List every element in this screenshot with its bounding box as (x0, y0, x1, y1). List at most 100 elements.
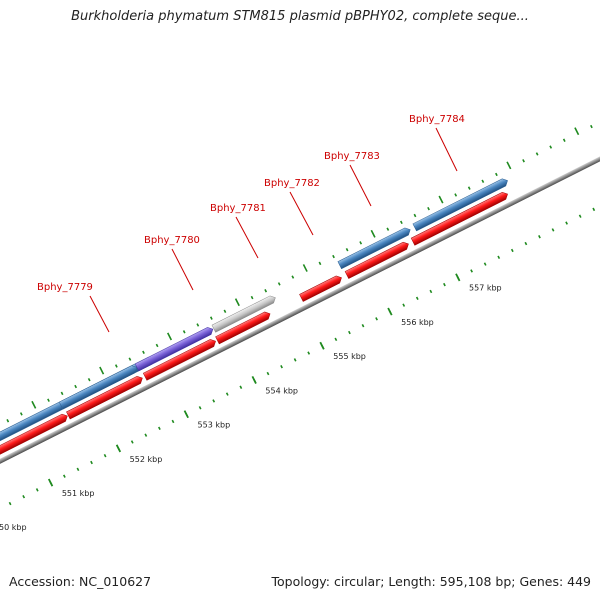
ruler-label: 552 kbp (130, 455, 163, 464)
ruler-label: 557 kbp (469, 284, 502, 293)
outer-major-tick (31, 400, 37, 409)
cds-forward-2[interactable] (58, 364, 139, 410)
outer-minor-tick (590, 124, 593, 129)
ruler-major-tick (455, 273, 461, 282)
cds-reverse-6[interactable] (344, 240, 410, 279)
ruler-minor-tick (375, 317, 378, 321)
cds-bphy-7784[interactable] (412, 177, 509, 232)
outer-minor-tick (19, 412, 23, 416)
ruler-minor-tick (130, 440, 134, 444)
cds-reverse-7[interactable] (410, 190, 509, 246)
outer-minor-tick (318, 261, 322, 266)
outer-minor-tick (196, 323, 200, 327)
gene-labels: Bphy_7779 Bphy_7780 Bphy_7781 Bphy_7782 Bphy… (37, 114, 465, 333)
outer-major-tick (167, 332, 173, 341)
ruler-minor-tick (415, 296, 419, 301)
ruler-minor-tick (293, 358, 297, 362)
ruler-minor-tick (361, 323, 365, 328)
gene-label-leader (89, 295, 110, 333)
outer-minor-tick (400, 220, 403, 225)
cds-bphy-7781[interactable] (211, 294, 277, 333)
outer-minor-tick (359, 241, 363, 245)
outer-major-tick (370, 229, 376, 238)
cds-bphy-7780[interactable] (134, 326, 215, 372)
outer-major-tick (99, 366, 105, 375)
cds-bphy-7782[interactable] (299, 274, 344, 302)
outer-minor-tick (549, 145, 553, 149)
outer-minor-tick (522, 159, 525, 163)
ruler-major-tick (183, 410, 189, 419)
cds-bphy-7783[interactable] (337, 226, 412, 270)
ruler-label: 556 kbp (401, 318, 434, 327)
outer-major-tick (438, 195, 444, 204)
outer-minor-tick (142, 350, 145, 355)
gene-label-leader (171, 248, 194, 291)
gene-label-leader (235, 216, 259, 259)
outer-minor-tick (155, 343, 159, 348)
cds-reverse-4[interactable] (215, 310, 272, 345)
gene-label[interactable]: Bphy_7779 (37, 282, 93, 293)
gene-label[interactable]: Bphy_7782 (264, 178, 320, 189)
ruler-minor-tick (144, 433, 148, 437)
outer-minor-tick (250, 295, 254, 300)
ruler-minor-tick (8, 501, 12, 506)
ruler-minor-tick (578, 214, 582, 218)
ruler-minor-tick (280, 365, 283, 369)
ruler-minor-tick (510, 248, 514, 253)
outer-minor-tick (291, 275, 295, 279)
outer-minor-tick (535, 152, 539, 156)
ruler-label: 551 kbp (62, 489, 95, 498)
gene-label[interactable]: Bphy_7783 (324, 151, 380, 162)
sequence-backbone (0, 117, 600, 500)
ruler-label: 554 kbp (265, 386, 298, 395)
ruler-minor-tick (62, 474, 66, 478)
outer-minor-tick (87, 377, 91, 382)
outer-minor-tick (60, 391, 64, 396)
ruler-minor-tick (239, 385, 243, 389)
reverse-strand-track (0, 190, 509, 459)
ruler-major-tick (387, 307, 393, 316)
outer-minor-tick (467, 186, 471, 190)
outer-minor-tick (264, 289, 268, 293)
outer-minor-tick (114, 364, 118, 368)
outer-major-tick (302, 264, 308, 272)
ruler-label: 553 kbp (198, 421, 231, 430)
genome-summary-text: Topology: circular; Length: 595,108 bp; … (271, 574, 592, 589)
scale-ruler: 550 kbp 551 kbp 552 kbp 553 kbp 554 kbp 555 k… (0, 207, 596, 532)
ruler-minor-tick (334, 337, 338, 342)
ruler-minor-tick (307, 351, 311, 355)
ruler-minor-tick (348, 330, 351, 335)
outer-tick-ring (6, 124, 593, 423)
cds-reverse-1[interactable] (0, 412, 69, 459)
outer-minor-tick (332, 254, 335, 259)
outer-minor-tick (481, 179, 485, 183)
gene-label[interactable]: Bphy_7780 (144, 235, 200, 246)
ruler-minor-tick (402, 303, 406, 307)
gene-label-leader (435, 127, 458, 172)
outer-minor-tick (562, 138, 566, 142)
ruler-major-tick (47, 478, 54, 487)
outer-minor-tick (413, 213, 417, 218)
ruler-minor-tick (90, 460, 93, 465)
outer-minor-tick (128, 357, 132, 361)
ruler-minor-tick (103, 453, 107, 458)
gene-label[interactable]: Bphy_7781 (210, 203, 266, 214)
gene-label[interactable]: Bphy_7784 (409, 114, 465, 125)
ruler-minor-tick (22, 495, 26, 499)
ruler-major-tick (251, 375, 257, 384)
outer-minor-tick (182, 330, 186, 334)
gene-label-leader (289, 191, 314, 236)
outer-minor-tick (47, 398, 50, 402)
page-title: Burkholderia phymatum STM815 plasmid pBP… (71, 9, 529, 24)
ruler-minor-tick (35, 488, 39, 492)
ruler-minor-tick (524, 241, 528, 246)
outer-major-tick (234, 298, 240, 307)
track-group: 550 kbp 551 kbp 552 kbp 553 kbp 554 kbp 555 k… (0, 117, 600, 532)
ruler-minor-tick (212, 399, 216, 403)
cds-reverse-3[interactable] (142, 338, 217, 381)
cds-reverse-2[interactable] (66, 375, 144, 420)
ruler-label: 550 kbp (0, 523, 27, 532)
outer-minor-tick (345, 248, 349, 252)
outer-major-tick (574, 127, 580, 136)
